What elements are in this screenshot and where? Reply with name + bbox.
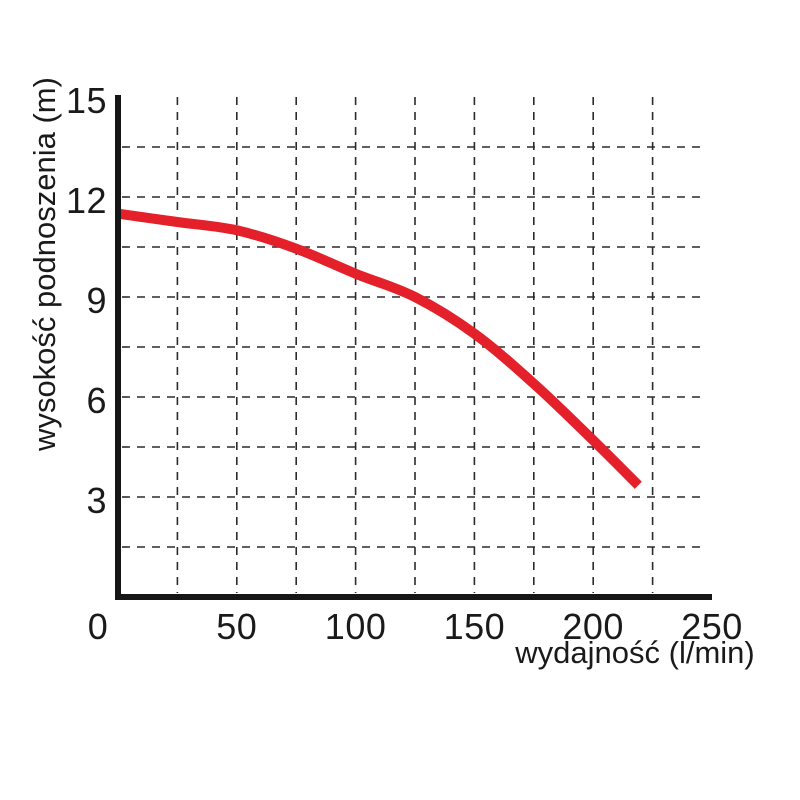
x-axis-tick-label: 100: [324, 606, 387, 647]
x-axis-title: wydajność (l/min): [515, 635, 755, 670]
y-axis-tick-label: 12: [65, 180, 107, 221]
x-axis-tick-label: 250: [681, 606, 743, 647]
y-axis-tick-label: 15: [65, 80, 107, 121]
x-axis-tick-label: 150: [443, 606, 506, 647]
x-axis-tick-label: 200: [562, 606, 624, 647]
origin-tick-label: 0: [87, 606, 109, 647]
y-axis-tick-label: 3: [86, 480, 107, 521]
pump-head-curve: [117, 208, 642, 489]
y-axis-tick-label: 9: [86, 280, 107, 321]
x-axis-tick-label: 50: [216, 606, 258, 647]
axes: [115, 95, 712, 600]
y-axis-tick-label: 6: [86, 380, 107, 421]
